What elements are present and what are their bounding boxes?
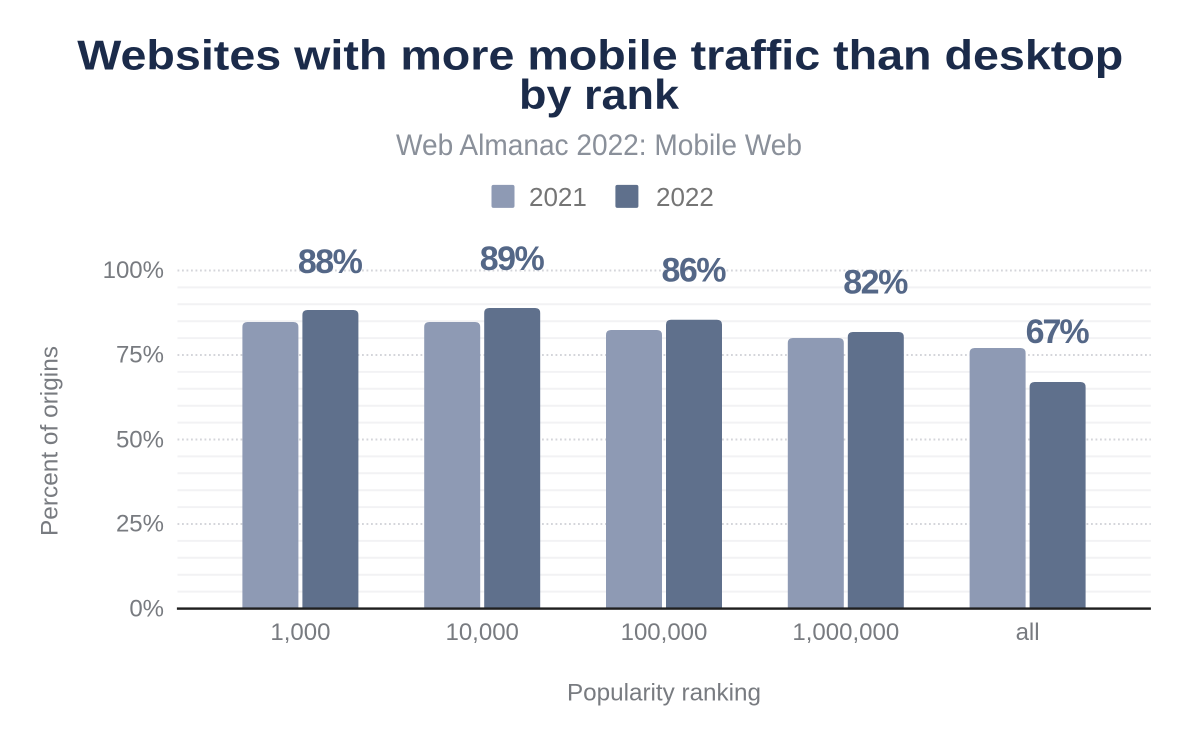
svg-text:10,000: 10,000 [445,619,518,646]
svg-text:1,000,000: 1,000,000 [792,619,899,646]
svg-text:Web Almanac 2022: Mobile Web: Web Almanac 2022: Mobile Web [396,129,802,162]
svg-text:2021: 2021 [529,182,587,212]
svg-text:82%: 82% [843,264,908,302]
svg-text:86%: 86% [662,252,727,290]
svg-text:0%: 0% [129,596,164,623]
svg-text:Websites with more mobile traf: Websites with more mobile traffic than d… [77,31,1123,78]
svg-text:75%: 75% [116,342,164,369]
svg-text:100%: 100% [103,257,164,284]
svg-text:25%: 25% [116,511,164,538]
svg-text:89%: 89% [480,240,545,278]
svg-text:88%: 88% [298,243,363,281]
svg-text:100,000: 100,000 [621,619,708,646]
svg-text:50%: 50% [116,427,164,454]
svg-text:1,000: 1,000 [270,619,330,646]
svg-text:Percent of origins: Percent of origins [37,346,64,536]
svg-text:2022: 2022 [656,182,714,212]
svg-text:by rank: by rank [519,71,680,118]
svg-text:Popularity ranking: Popularity ranking [567,679,761,706]
svg-text:all: all [1016,619,1040,646]
svg-text:67%: 67% [1026,313,1090,351]
